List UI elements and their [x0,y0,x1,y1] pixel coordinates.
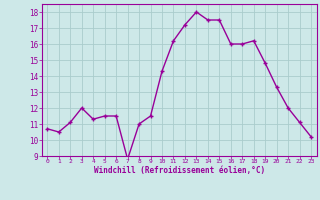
X-axis label: Windchill (Refroidissement éolien,°C): Windchill (Refroidissement éolien,°C) [94,166,265,175]
